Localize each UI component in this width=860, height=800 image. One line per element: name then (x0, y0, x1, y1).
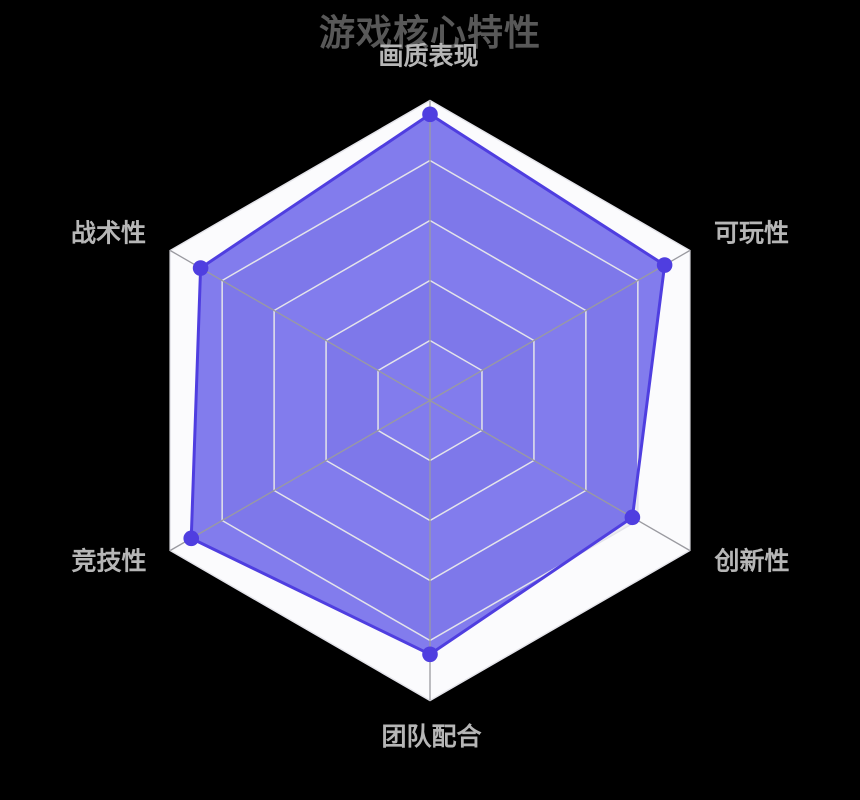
svg-text:竞技性: 竞技性 (71, 547, 146, 576)
svg-text:团队配合: 团队配合 (381, 722, 482, 751)
svg-text:创新性: 创新性 (713, 547, 789, 576)
svg-text:画质表现: 画质表现 (378, 43, 478, 71)
svg-text:战术性: 战术性 (71, 220, 146, 248)
svg-text:可玩性: 可玩性 (714, 220, 789, 248)
